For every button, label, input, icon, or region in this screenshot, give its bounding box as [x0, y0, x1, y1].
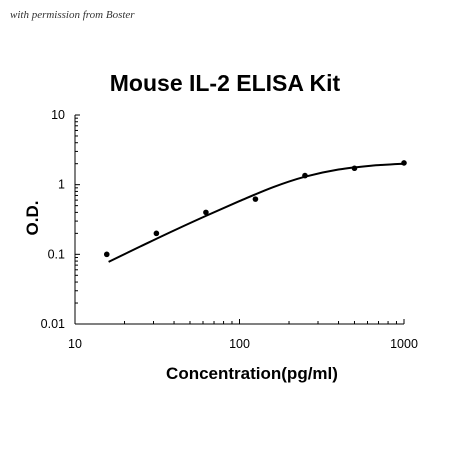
- x-tick-label: 1000: [390, 337, 418, 351]
- data-point: [203, 209, 209, 216]
- y-tick-label: 0.01: [41, 317, 65, 331]
- x-tick-label: 100: [229, 337, 250, 351]
- data-point: [302, 172, 308, 179]
- data-point: [351, 165, 358, 172]
- chart-title: Mouse IL-2 ELISA Kit: [109, 70, 341, 96]
- axes: [74, 114, 405, 325]
- y-tick-label: 1: [58, 178, 65, 192]
- y-tick-label: 0.1: [48, 247, 65, 261]
- watermark-text: with permission from Boster: [10, 9, 135, 21]
- data-point: [153, 230, 160, 237]
- y-tick-label: 10: [51, 108, 65, 122]
- data-point: [401, 160, 407, 166]
- x-axis-title: Concentration(pg/ml): [166, 364, 338, 383]
- data-point: [103, 251, 110, 258]
- x-tick-label: 10: [68, 337, 82, 351]
- fit-curve: [108, 162, 405, 263]
- fit-curve-layer: [108, 162, 405, 263]
- data-point: [252, 196, 259, 202]
- data-points-layer: [103, 160, 407, 258]
- y-axis-title: O.D.: [23, 201, 42, 236]
